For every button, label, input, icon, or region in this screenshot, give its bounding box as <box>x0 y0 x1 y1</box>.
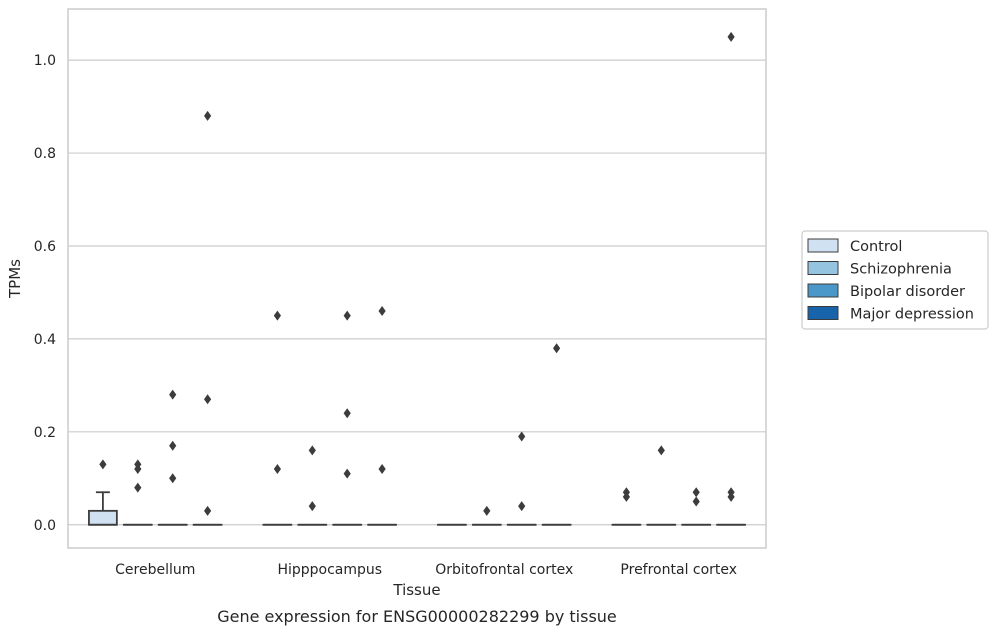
y-tick-label: 0.8 <box>34 146 56 162</box>
y-tick-label: 0.2 <box>34 425 56 441</box>
x-tick-label: Prefrontal cortex <box>620 562 737 578</box>
legend-label: Bipolar disorder <box>850 284 965 300</box>
legend-label: Major depression <box>850 307 974 323</box>
chart-caption: Gene expression for ENSG00000282299 by t… <box>217 607 617 626</box>
plot-area-frame <box>68 9 766 548</box>
y-tick-label: 1.0 <box>34 53 56 69</box>
outlier-point <box>344 408 351 418</box>
outlier-point <box>204 506 211 516</box>
x-axis-ticks: Cerebellum Hipppocampus Orbitofrontal cort… <box>115 562 737 578</box>
outlier-point <box>309 501 316 511</box>
outlier-point <box>134 483 141 493</box>
outlier-point <box>344 311 351 321</box>
box-body <box>89 511 117 525</box>
x-tick-label: Orbitofrontal cortex <box>435 562 573 578</box>
outlier-point <box>553 343 560 353</box>
outlier-point <box>204 394 211 404</box>
x-tick-label: Hipppocampus <box>277 562 382 578</box>
y-tick-label: 0.6 <box>34 239 56 255</box>
y-axis-ticks: 0.0 0.2 0.4 0.6 0.8 1.0 <box>34 53 56 534</box>
outlier-point <box>204 111 211 121</box>
outlier-point <box>169 441 176 451</box>
y-axis-title: TPMs <box>6 259 24 299</box>
outlier-point <box>693 487 700 497</box>
legend-swatch <box>808 307 838 320</box>
outlier-point <box>379 306 386 316</box>
box-control <box>89 492 117 525</box>
outlier-point <box>518 501 525 511</box>
outlier-point <box>658 445 665 455</box>
y-tick-label: 0.0 <box>34 518 56 534</box>
outlier-point <box>169 390 176 400</box>
legend-swatch <box>808 239 838 252</box>
outlier-point <box>274 464 281 474</box>
outlier-point <box>169 473 176 483</box>
y-tick-label: 0.4 <box>34 332 56 348</box>
outlier-point <box>344 469 351 479</box>
x-axis-title: Tissue <box>392 581 440 599</box>
legend-label: Control <box>850 239 902 255</box>
outlier-point <box>274 311 281 321</box>
outlier-point <box>309 445 316 455</box>
legend-swatch <box>808 284 838 297</box>
legend: Control Schizophrenia Bipolar disorder Majo… <box>802 231 988 329</box>
legend-swatch <box>808 262 838 275</box>
outlier-point <box>693 497 700 507</box>
boxes <box>89 492 745 525</box>
legend-label: Schizophrenia <box>850 262 952 278</box>
outlier-point <box>518 431 525 441</box>
outlier-point <box>379 464 386 474</box>
outlier-point <box>728 32 735 42</box>
outlier-point <box>99 459 106 469</box>
x-tick-label: Cerebellum <box>115 562 195 578</box>
outliers <box>99 32 734 516</box>
outlier-point <box>483 506 490 516</box>
